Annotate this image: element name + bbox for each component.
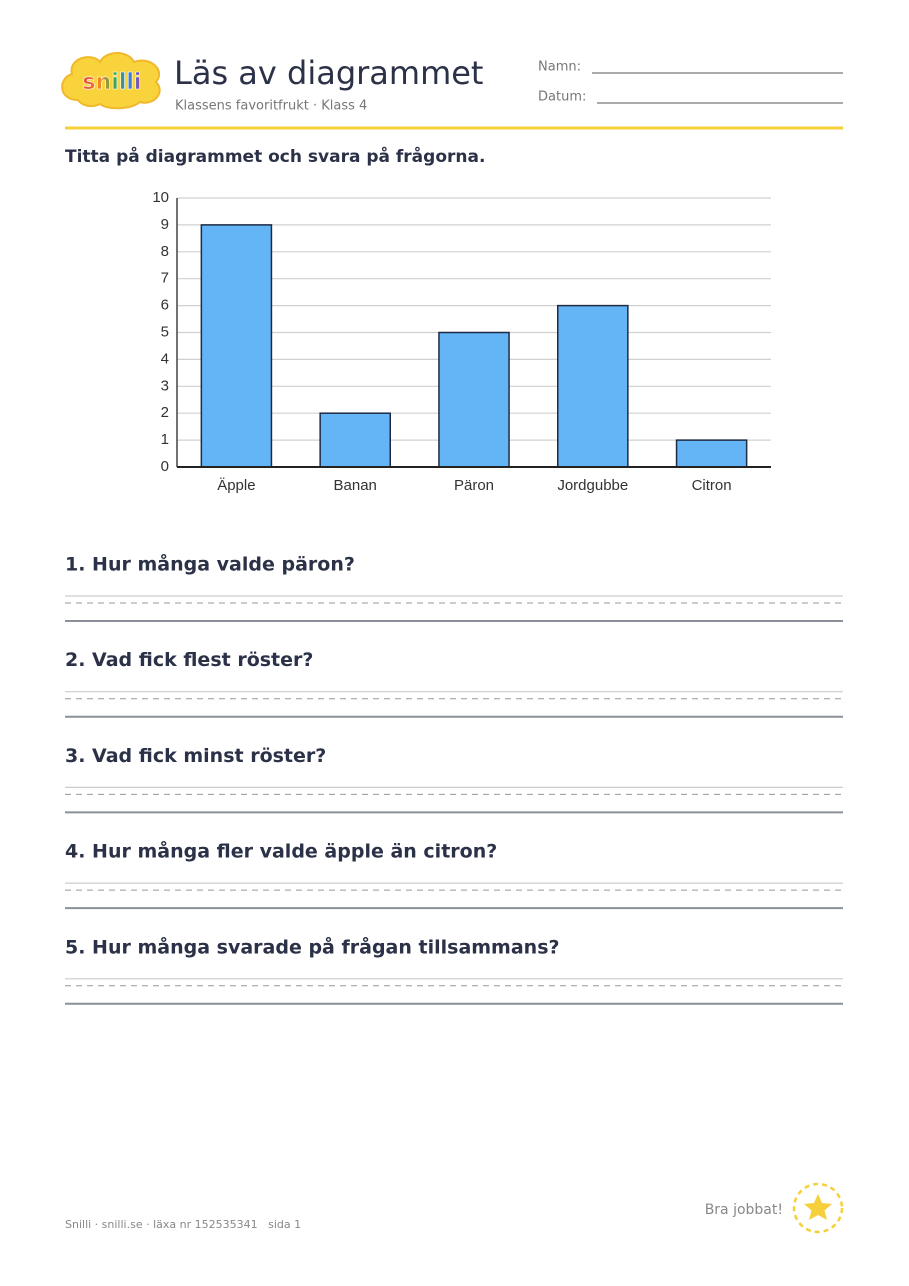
- y-tick-label: 9: [161, 216, 169, 233]
- footer-text: Snilli · snilli.se · läxa nr 152535341 s…: [65, 1218, 301, 1231]
- star-badge: [792, 1182, 844, 1234]
- y-tick-label: 0: [161, 458, 169, 475]
- y-tick-label: 7: [161, 270, 169, 287]
- bar: [319, 412, 391, 468]
- question: 3. Vad fick minst röster?: [65, 745, 326, 767]
- y-tick-label: 3: [161, 377, 169, 394]
- x-tick-label: Äpple: [217, 477, 255, 494]
- bar: [557, 304, 629, 468]
- x-tick-label: Jordgubbe: [557, 477, 628, 494]
- x-tick-label: Citron: [692, 477, 732, 494]
- y-tick-label: 6: [161, 297, 169, 314]
- bar: [675, 439, 748, 468]
- y-tick-label: 4: [161, 350, 169, 367]
- praise: Bra jobbat!: [705, 1202, 783, 1218]
- x-tick-label: Päron: [454, 477, 494, 494]
- bar: [438, 331, 510, 468]
- question: 1. Hur många valde päron?: [65, 552, 355, 576]
- y-tick-label: 8: [161, 243, 169, 260]
- title: Läs av diagrammet: [174, 54, 483, 92]
- question: 2. Vad fick flest röster?: [65, 649, 313, 671]
- subtitle: Klassens favoritfrukt · Klass 4: [175, 99, 367, 114]
- question: 5. Hur många svarade på frågan tillsamma…: [65, 934, 560, 958]
- y-tick-label: 2: [161, 404, 169, 421]
- questions: 1. Hur många valde päron? 2. Vad fick fle…: [65, 552, 843, 1005]
- bar-chart: 0 1 2 3 4 5 6 7 8 9 10 Äpple Banan Päron Jordgubbe Citr…: [152, 189, 771, 494]
- logo: snilli: [61, 52, 161, 110]
- name-label: Namn:: [538, 60, 581, 75]
- logo-text: snilli: [83, 70, 142, 95]
- y-tick-label: 10: [152, 189, 169, 206]
- bar: [200, 224, 273, 468]
- question: 4. Hur många fler valde äpple än citron?: [65, 839, 497, 863]
- x-tick-label: Banan: [334, 477, 377, 494]
- date-label: Datum:: [538, 90, 586, 105]
- y-tick-label: 5: [161, 323, 169, 340]
- instruction: Titta på diagrammet och svara på frågorn…: [65, 145, 485, 167]
- y-tick-label: 1: [161, 431, 169, 448]
